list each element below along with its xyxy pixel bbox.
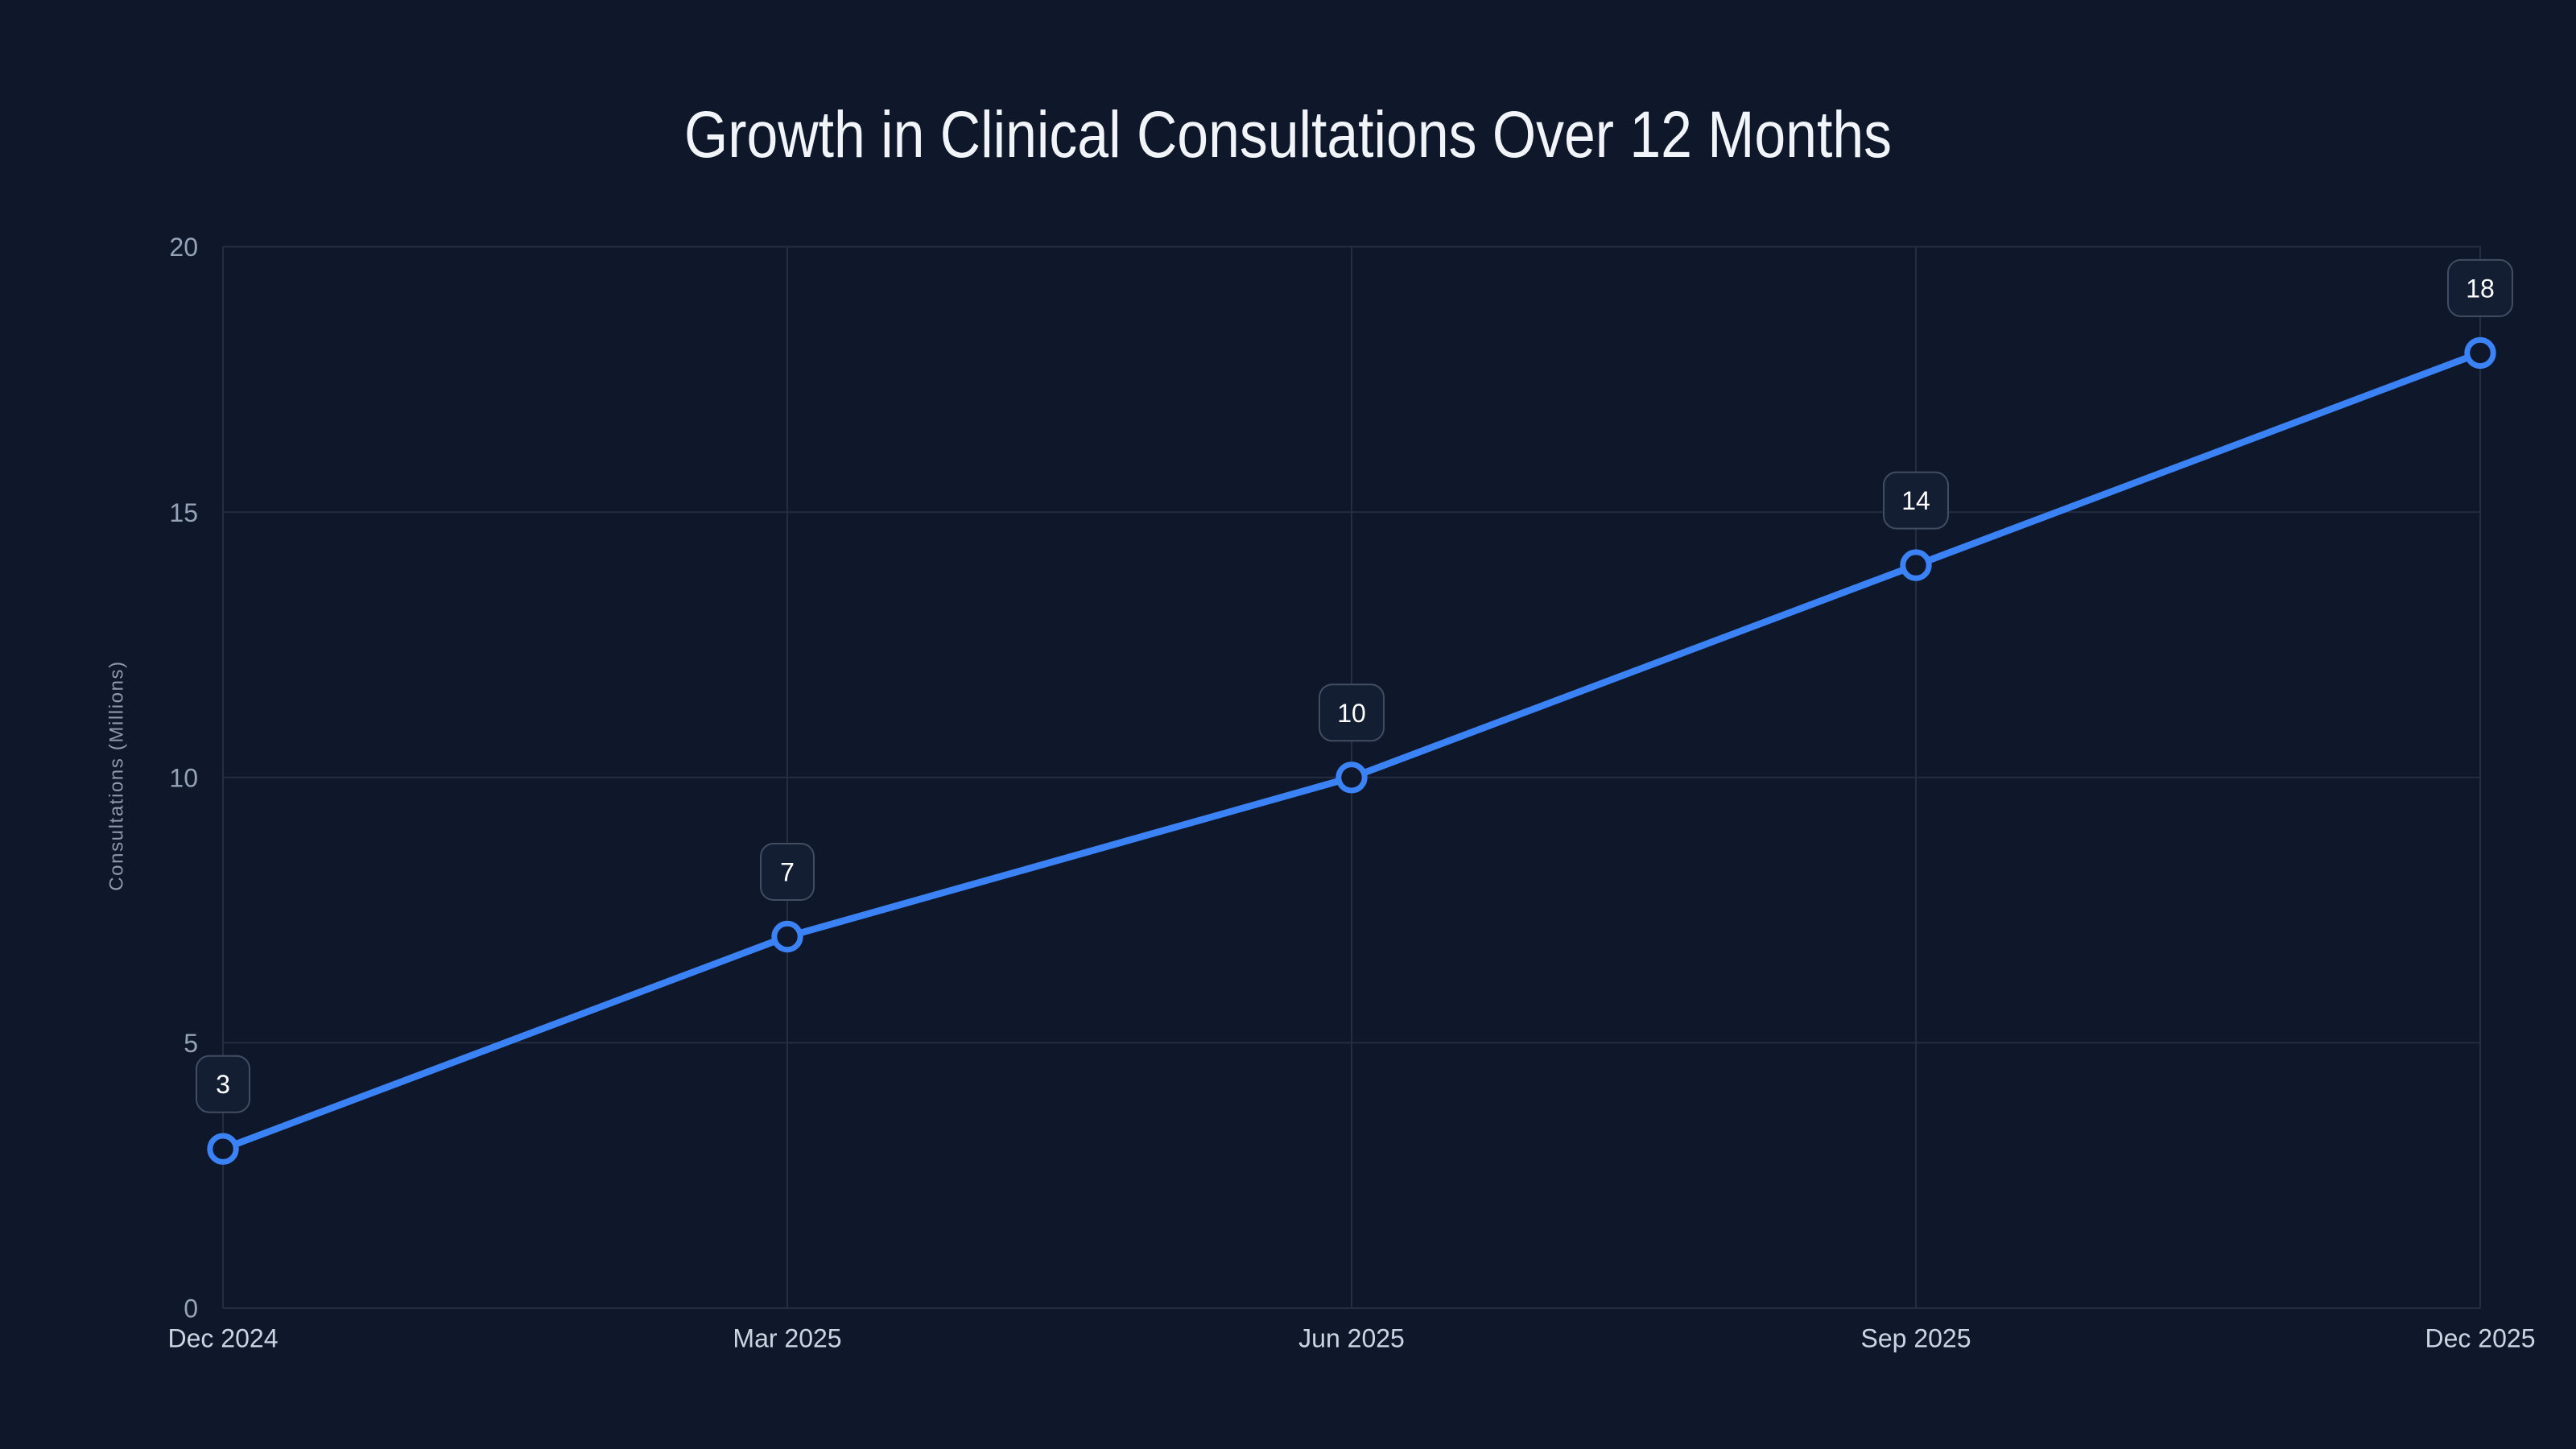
svg-text:Growth in Clinical Consultatio: Growth in Clinical Consultations Over 12…: [684, 98, 1892, 171]
svg-text:3: 3: [216, 1070, 230, 1099]
svg-text:Dec 2024: Dec 2024: [168, 1324, 279, 1353]
svg-text:5: 5: [184, 1029, 198, 1058]
svg-text:Dec 2025: Dec 2025: [2425, 1324, 2536, 1353]
svg-text:7: 7: [780, 858, 795, 887]
svg-text:15: 15: [169, 498, 198, 527]
svg-text:10: 10: [1337, 699, 1366, 728]
svg-text:20: 20: [169, 233, 198, 262]
svg-text:Sep 2025: Sep 2025: [1860, 1324, 1971, 1353]
svg-text:Jun 2025: Jun 2025: [1298, 1324, 1405, 1353]
svg-text:10: 10: [169, 764, 198, 793]
svg-text:Consultations (Millions): Consultations (Millions): [106, 660, 128, 891]
svg-text:0: 0: [184, 1294, 198, 1323]
svg-text:14: 14: [1901, 486, 1930, 515]
svg-text:18: 18: [2466, 274, 2495, 303]
svg-text:Mar 2025: Mar 2025: [733, 1324, 841, 1353]
